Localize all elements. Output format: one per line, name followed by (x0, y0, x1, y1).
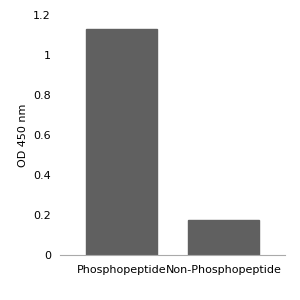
Y-axis label: OD 450 nm: OD 450 nm (18, 103, 28, 167)
Bar (188, 220, 260, 255)
Bar (85, 29, 157, 255)
